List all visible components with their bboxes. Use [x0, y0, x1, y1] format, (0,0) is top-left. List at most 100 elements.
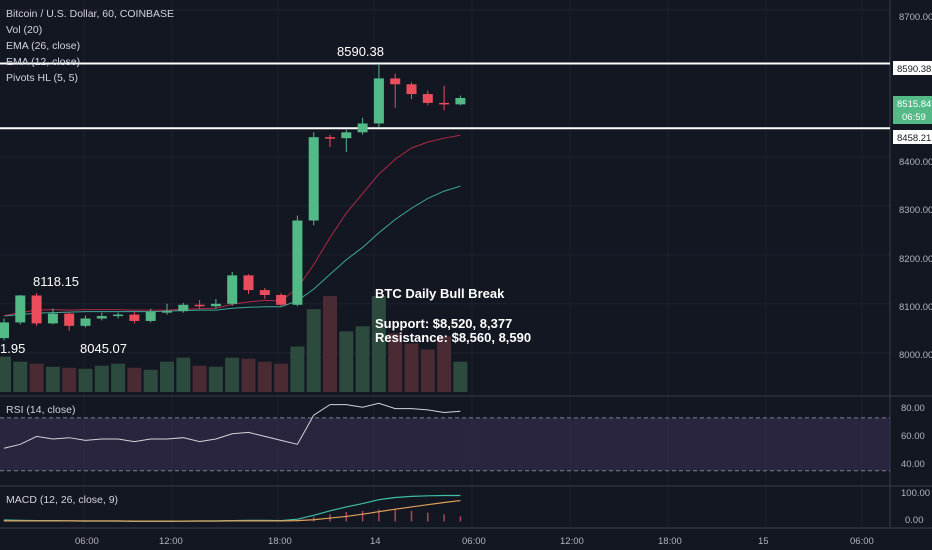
- indicator-ema26-label[interactable]: EMA (26, close): [6, 40, 80, 52]
- pivot-levels: [0, 62, 890, 130]
- signal-line: [4, 499, 461, 522]
- chart-title[interactable]: Bitcoin / U.S. Dollar, 60, COINBASE: [6, 8, 174, 20]
- time-tick: 06:00: [850, 536, 874, 547]
- candle-body: [15, 295, 26, 323]
- candle-body: [194, 304, 205, 307]
- time-tick: 15: [758, 536, 769, 547]
- pivot-low-label-left: 8045.07: [80, 341, 127, 356]
- price-tick: 8700.00: [899, 12, 932, 23]
- volume-bar: [290, 346, 305, 392]
- volume-bar: [306, 309, 321, 392]
- rsi-tick: 80.00: [901, 403, 925, 414]
- candle-body: [357, 123, 368, 133]
- time-tick: 18:00: [658, 536, 682, 547]
- candle-body: [96, 316, 107, 319]
- time-tick: 14: [370, 536, 381, 547]
- volume-bar: [192, 365, 207, 392]
- candle-body: [145, 311, 156, 321]
- rsi-line: [3, 402, 461, 449]
- volume-bar: [208, 366, 223, 392]
- price-tick: 8200.00: [899, 254, 932, 265]
- volume-bar: [143, 369, 158, 392]
- support-price-label: 8458.21: [897, 133, 931, 144]
- support-price-tag: [893, 130, 932, 144]
- candle-body: [47, 313, 58, 324]
- candle-body: [129, 314, 140, 321]
- volume-bar: [388, 333, 403, 392]
- candle-body: [373, 78, 384, 124]
- candles[interactable]: [0, 63, 466, 341]
- candle-body: [227, 275, 238, 304]
- candle-body: [390, 78, 401, 85]
- volume-bar: [127, 367, 142, 392]
- volume-bar: [437, 336, 452, 392]
- rsi-pane[interactable]: [0, 402, 890, 472]
- candle-body: [31, 295, 42, 324]
- price-tick: 8300.00: [899, 205, 932, 216]
- time-axis[interactable]: 06:00 12:00 18:00 14 06:00 12:00 18:00 1…: [75, 536, 874, 547]
- candle-body: [341, 132, 352, 139]
- candle-body: [113, 314, 124, 317]
- candle-body: [406, 84, 417, 95]
- last-price-label: 8515.84: [897, 99, 931, 110]
- volume-bar: [13, 361, 28, 392]
- volume-bar: [371, 296, 386, 392]
- volume-bar: [404, 343, 419, 392]
- volume-bar: [241, 358, 256, 392]
- volume-bar: [176, 357, 191, 392]
- candle-body: [178, 304, 189, 312]
- pivot-high-label-left: 8118.15: [33, 274, 79, 289]
- bar-countdown-label: 06:59: [902, 112, 926, 123]
- volume-bar: [62, 367, 77, 392]
- candle-body: [210, 303, 221, 307]
- volume-bar: [111, 363, 126, 392]
- volume-bar: [339, 331, 354, 392]
- volume-bar: [225, 357, 240, 392]
- volume-bar: [257, 361, 272, 392]
- indicator-volume-label[interactable]: Vol (20): [6, 24, 42, 36]
- volume-bar: [453, 361, 468, 392]
- note-support[interactable]: Support: $8,520, 8,377: [375, 316, 512, 331]
- candle-body: [308, 137, 319, 221]
- resistance-price-tag: [893, 61, 932, 75]
- volume-bar: [420, 349, 435, 392]
- price-tick: 8400.00: [899, 157, 932, 168]
- time-tick: 18:00: [268, 536, 292, 547]
- candle-body: [422, 94, 433, 103]
- candle-body: [162, 311, 172, 313]
- volume-bar: [94, 365, 109, 392]
- volume-bar: [160, 361, 174, 392]
- time-tick: 06:00: [75, 536, 99, 547]
- rsi-label[interactable]: RSI (14, close): [6, 404, 75, 416]
- indicator-pivots-label[interactable]: Pivots HL (5, 5): [6, 72, 78, 84]
- resistance-price-label: 8590.38: [897, 64, 931, 75]
- macd-label[interactable]: MACD (12, 26, close, 9): [6, 494, 118, 506]
- macd-pane[interactable]: [3, 494, 462, 523]
- volume-bar: [323, 296, 337, 392]
- rsi-tick: 40.00: [901, 459, 925, 470]
- candle-body: [0, 322, 9, 339]
- pivot-high-label: 8590.38: [337, 44, 384, 59]
- candle-body: [276, 294, 287, 305]
- macd-tick: 0.00: [905, 515, 924, 526]
- candle-body: [64, 313, 75, 326]
- candle-body: [80, 318, 91, 326]
- time-tick: 06:00: [462, 536, 486, 547]
- volume-bar: [29, 363, 44, 392]
- note-resistance[interactable]: Resistance: $8,560, 8,590: [375, 330, 531, 345]
- pivot-low-label-edge: 1.95: [0, 341, 25, 356]
- volume-bar: [355, 326, 370, 392]
- time-tick: 12:00: [159, 536, 183, 547]
- candle-body: [455, 98, 466, 105]
- candle-body: [439, 102, 450, 105]
- candle-body: [292, 220, 303, 305]
- price-axis[interactable]: 8700.00 8400.00 8300.00 8200.00 8100.00 …: [893, 12, 932, 361]
- indicator-ema12-label[interactable]: EMA (12, close): [6, 56, 80, 68]
- note-title[interactable]: BTC Daily Bull Break: [375, 286, 505, 301]
- rsi-band: [0, 417, 890, 471]
- rsi-tick: 60.00: [901, 431, 925, 442]
- candle-body: [259, 290, 270, 295]
- volume-bar: [45, 366, 60, 392]
- candle-body: [243, 275, 254, 291]
